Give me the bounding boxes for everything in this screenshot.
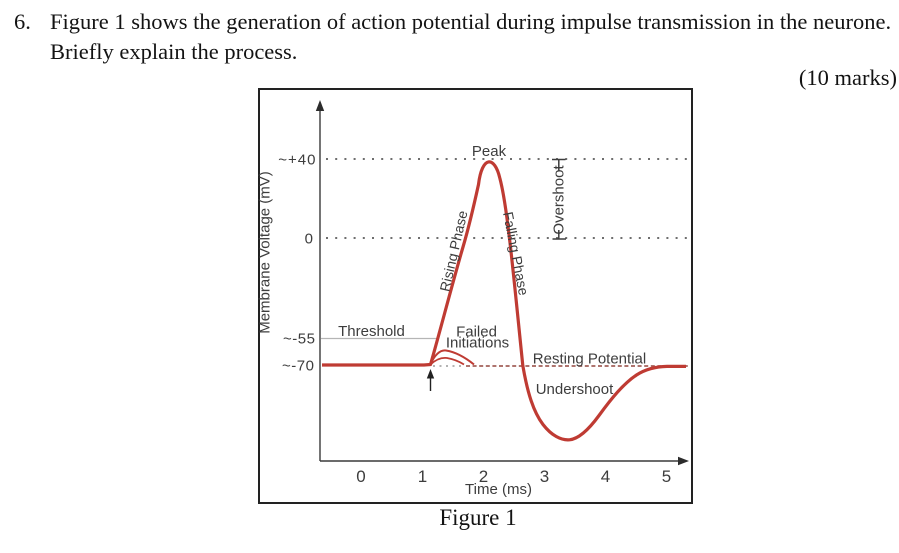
svg-text:Overshoot: Overshoot <box>551 165 568 235</box>
svg-text:Membrane Voltage (mV): Membrane Voltage (mV) <box>257 171 274 334</box>
svg-text:0: 0 <box>305 231 313 248</box>
svg-text:1: 1 <box>418 467 427 486</box>
svg-text:Time (ms): Time (ms) <box>465 481 532 498</box>
svg-text:~-55: ~-55 <box>283 331 315 348</box>
svg-text:Resting Potential: Resting Potential <box>533 351 646 368</box>
svg-text:Threshold: Threshold <box>338 323 405 340</box>
svg-text:3: 3 <box>540 467 549 486</box>
svg-text:2: 2 <box>479 467 488 486</box>
svg-text:4: 4 <box>601 467 610 486</box>
svg-text:Falling Phase: Falling Phase <box>500 210 532 297</box>
svg-text:Undershoot: Undershoot <box>536 381 614 398</box>
svg-text:5: 5 <box>662 467 671 486</box>
svg-text:~+40: ~+40 <box>278 152 316 169</box>
svg-text:Initiations: Initiations <box>446 335 509 352</box>
svg-text:Peak: Peak <box>472 143 507 160</box>
svg-text:Rising Phase: Rising Phase <box>436 209 470 293</box>
svg-text:~-70: ~-70 <box>282 358 314 375</box>
svg-text:0: 0 <box>356 467 365 486</box>
svg-text:Failed: Failed <box>456 324 497 341</box>
